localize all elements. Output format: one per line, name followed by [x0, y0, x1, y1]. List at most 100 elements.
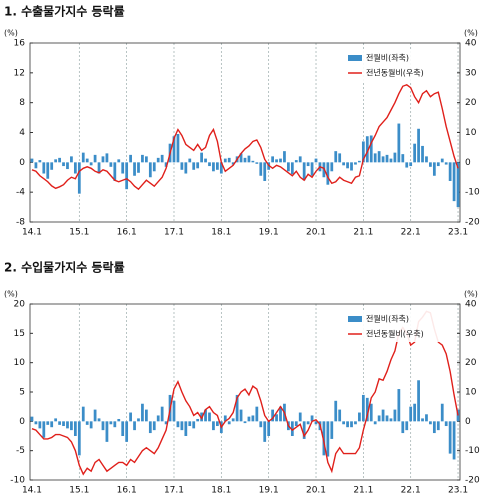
bar [239, 153, 243, 163]
bar [89, 162, 93, 166]
bar [326, 421, 330, 457]
bar [212, 162, 215, 172]
plot-frame [29, 303, 461, 481]
x-tick-label: 20.1 [306, 228, 326, 238]
bar [156, 157, 160, 163]
y2-tick-label: 10 [465, 128, 477, 138]
x-tick-label: 17.1 [164, 486, 184, 496]
x-tick-label: 19.1 [259, 228, 279, 238]
bar [152, 421, 156, 431]
bar [89, 421, 93, 429]
bar [373, 421, 377, 425]
bar [141, 154, 144, 163]
y-tick-label: 0 [19, 417, 25, 427]
bar [144, 409, 148, 422]
bar [294, 160, 298, 163]
bar [310, 162, 314, 176]
bar [204, 158, 207, 163]
y2-tick-label: -20 [465, 218, 480, 228]
bar [176, 133, 180, 163]
bar [314, 421, 318, 425]
bar [275, 414, 278, 422]
bar [77, 421, 81, 456]
bar [385, 154, 389, 163]
y2-tick-label: 30 [465, 68, 477, 78]
y-tick-label: 0 [19, 158, 25, 168]
bar [350, 421, 353, 428]
bar [184, 162, 188, 174]
bar [239, 409, 243, 422]
bar [243, 157, 247, 163]
bar [251, 160, 255, 163]
bar [85, 421, 89, 425]
y2-tick-label: 0 [465, 158, 471, 168]
y2-axis-unit: (%) [464, 290, 478, 299]
bar [188, 421, 192, 427]
legend-box [344, 49, 448, 81]
bar [42, 162, 46, 174]
bar [283, 151, 286, 163]
bar [66, 162, 69, 170]
bar [330, 421, 334, 439]
y-axis-unit: (%) [4, 290, 18, 299]
bar [263, 421, 267, 442]
bar [50, 421, 54, 428]
bar [172, 136, 176, 163]
bar [38, 421, 42, 429]
bar [251, 415, 255, 422]
bar [101, 156, 105, 163]
legend-label: 전월비(좌축) [366, 53, 409, 63]
bar [448, 162, 452, 181]
bar [346, 162, 349, 169]
bar [180, 421, 184, 431]
bar [417, 380, 420, 422]
y-axis-unit: (%) [4, 29, 18, 38]
bar [429, 421, 432, 425]
y-tick-label: 4 [19, 128, 25, 138]
bar [365, 136, 369, 163]
y2-tick-label: 20 [465, 98, 477, 108]
bar [93, 409, 97, 422]
x-tick-label: 23.1 [448, 228, 468, 238]
bar [97, 418, 101, 422]
bar [125, 421, 129, 442]
bar [432, 162, 436, 176]
bar [137, 162, 140, 173]
bar [81, 152, 85, 163]
bar [330, 162, 334, 172]
bar [38, 160, 42, 163]
bar [62, 162, 65, 167]
bar [452, 421, 456, 460]
bar [34, 162, 38, 169]
legend-swatch [348, 316, 362, 322]
bar [259, 421, 263, 428]
bar [298, 412, 302, 422]
bar [216, 421, 219, 427]
bar [259, 162, 263, 176]
bar [373, 153, 377, 163]
bar [334, 151, 338, 163]
bar [440, 158, 444, 163]
bar [247, 155, 251, 163]
bar [448, 421, 452, 454]
bar [148, 162, 152, 178]
bar [101, 421, 105, 431]
bar [121, 162, 125, 174]
bar [421, 145, 424, 163]
bar [62, 421, 65, 427]
x-tick-label: 22.1 [401, 486, 421, 496]
bar [50, 162, 54, 170]
bar [413, 143, 417, 163]
x-tick-label: 22.1 [401, 228, 421, 238]
bar [389, 418, 393, 422]
bar [432, 421, 436, 434]
y-tick-label: 12 [14, 68, 25, 78]
bar [141, 403, 144, 422]
bar [310, 415, 314, 422]
bar [425, 156, 428, 163]
bar [405, 421, 409, 431]
bar [279, 158, 282, 163]
bar [290, 421, 294, 436]
bar [405, 162, 409, 168]
